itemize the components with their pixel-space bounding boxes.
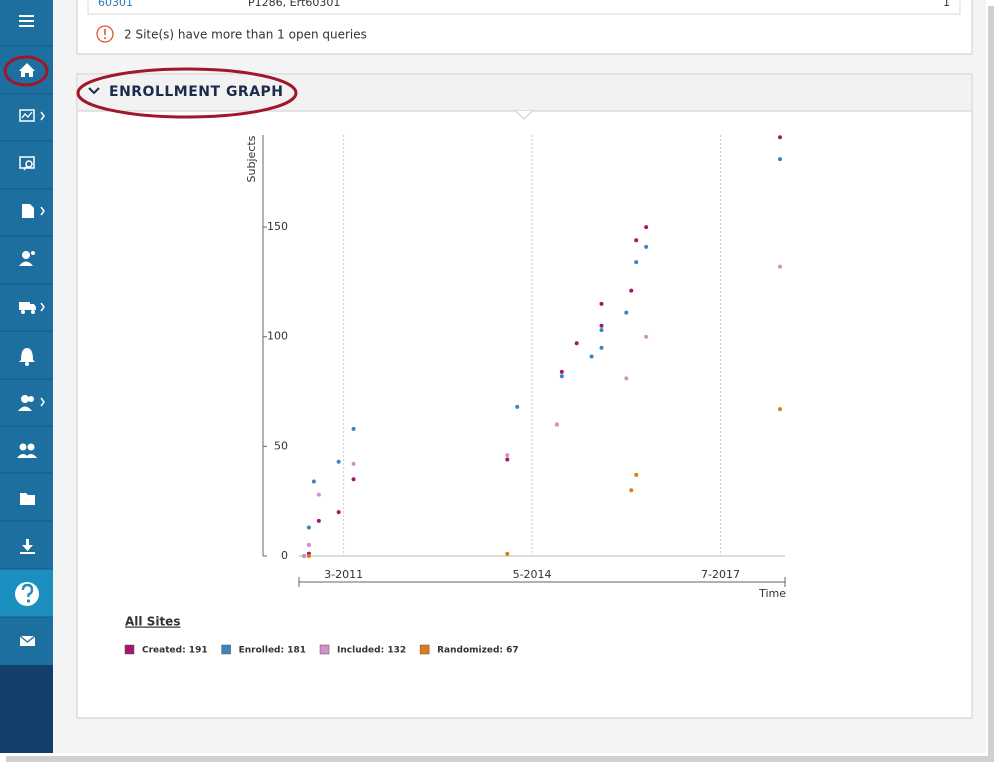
x-axis-label: Time [758,587,786,600]
warning-icon [96,25,114,43]
legend-swatch [124,644,135,655]
people-icon[interactable] [18,395,45,411]
data-point [351,477,356,482]
data-point [306,554,311,558]
bell-icon[interactable] [19,348,35,366]
truck-icon[interactable] [19,302,45,314]
notice-text: 2 Site(s) have more than 1 open queries [124,28,367,42]
header-pointer [515,110,533,120]
separators [0,45,53,618]
graph-panel [76,73,973,719]
data-point [624,310,629,315]
download-icon[interactable] [20,539,35,554]
legend-label: Enrolled: 181 [239,646,306,656]
chart: Subjects Time [245,135,786,600]
data-point [351,461,356,466]
data-point [778,264,783,269]
data-point [599,345,604,350]
table-row [87,0,961,15]
data-point [559,369,564,374]
table-cell: P1286, Ert60301 [248,0,340,9]
y-tick-label: 150 [267,220,288,233]
data-point [778,157,783,162]
chart-icon[interactable] [19,109,45,122]
table-cell: 1 [943,0,950,9]
legend-heading: All Sites [125,615,180,629]
data-point [629,488,634,493]
y-axis-label: Subjects [245,135,258,182]
x-tick-label: 3-2011 [324,568,363,581]
legend-swatch [221,644,231,655]
highlight-ring [3,55,49,87]
data-point [515,404,520,409]
table-cell[interactable]: 60301 [98,0,133,9]
data-point [554,422,559,427]
data-point [336,459,341,464]
mail-icon[interactable] [19,635,36,646]
data-point [644,244,649,249]
data-point [316,518,321,523]
home-icon[interactable] [19,63,35,77]
highlight-ring [76,67,298,119]
y-tick-label: 0 [281,549,288,562]
y-tick-label: 50 [274,439,288,452]
data-point [599,323,604,328]
data-point [634,472,639,477]
y-tick-label: 100 [267,330,288,343]
data-point [306,543,311,548]
shadow [988,6,994,758]
data-point [311,479,316,484]
collapse-chevron[interactable] [88,87,100,95]
data-point [589,354,594,359]
data-point [559,374,564,379]
legend-label: Created: 191 [142,646,208,656]
shadow [6,756,994,762]
legend-label: Randomized: 67 [437,646,519,656]
data-point [629,288,634,293]
x-tick-label: 5-2014 [513,568,552,581]
user-icon[interactable] [19,251,35,266]
legend-swatch [319,644,330,655]
data-point [599,301,604,306]
data-point [336,510,341,515]
panel-header[interactable] [78,75,971,111]
panel-title: ENROLLMENT GRAPH [109,84,284,100]
menu-icon[interactable] [19,15,34,27]
data-point [644,334,649,339]
data-point [644,225,649,230]
data-point [505,453,510,458]
data-point [634,238,639,243]
data-point [574,341,579,346]
data-point [634,260,639,265]
data-point [505,551,510,556]
help-icon[interactable] [15,582,39,606]
data-point [351,426,356,431]
data-point [301,554,306,558]
sidebar [0,0,53,753]
data-point [624,376,629,381]
data-point [316,492,321,497]
data-point [778,407,783,412]
folder-icon[interactable] [20,493,35,505]
data-point [599,328,604,333]
data-point [505,457,510,462]
data-point [306,525,311,530]
legend-label: Included: 132 [337,646,406,656]
legend-swatch [419,644,430,655]
sidebar-menu [0,0,53,665]
data-point [778,135,783,140]
search-icon[interactable] [19,156,35,171]
document-icon[interactable] [22,204,45,218]
x-tick-label: 7-2017 [701,568,740,581]
group-icon[interactable] [17,443,37,459]
